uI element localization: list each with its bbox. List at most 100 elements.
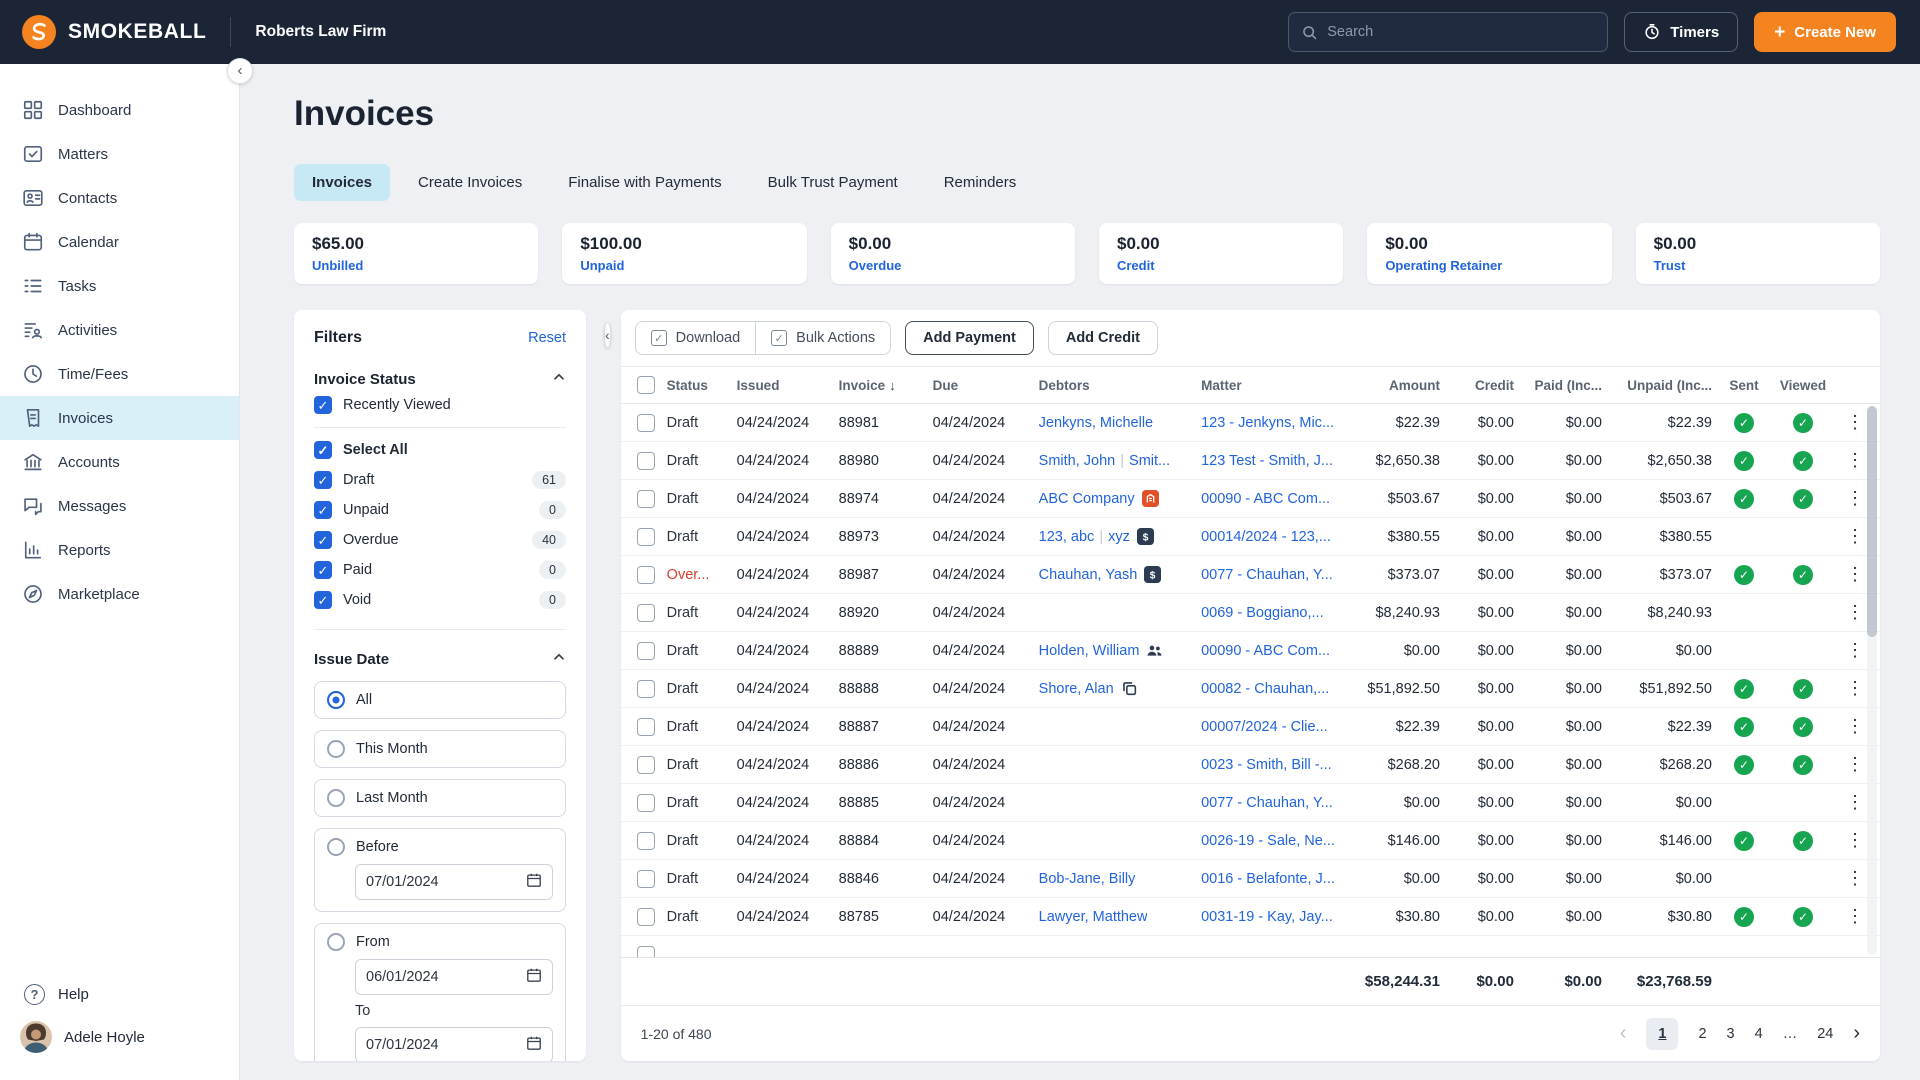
table-row[interactable]: Draft 04/24/2024 88974 04/24/2024 ABC Compan…: [620, 480, 1880, 518]
sidebar-item-dashboard[interactable]: Dashboard: [0, 88, 239, 132]
kebab-menu-icon[interactable]: ⋮: [1846, 564, 1864, 584]
column-header-sent[interactable]: Sent: [1720, 378, 1776, 393]
column-header-paid-inc[interactable]: Paid (Inc...: [1522, 378, 1610, 393]
filter-option-draft[interactable]: ✓ Draft 61: [314, 465, 566, 495]
debtor-link[interactable]: Shore, Alan: [1038, 680, 1114, 697]
row-checkbox[interactable]: [636, 717, 655, 736]
debtor-link[interactable]: Holden, William: [1038, 642, 1140, 659]
invoice-status-section-header[interactable]: Invoice Status: [314, 368, 566, 390]
table-row[interactable]: Draft 04/24/2024 88980 04/24/2024 Smith, Joh…: [620, 442, 1880, 480]
date-input[interactable]: 06/01/2024: [355, 959, 553, 995]
row-checkbox[interactable]: [636, 907, 655, 926]
next-page-icon[interactable]: ›: [1853, 1022, 1860, 1044]
select-all-checkbox[interactable]: [636, 376, 655, 394]
radio-icon[interactable]: [327, 838, 345, 856]
column-header-due[interactable]: Due: [933, 378, 1039, 393]
column-header-credit[interactable]: Credit: [1448, 378, 1522, 393]
kebab-menu-icon[interactable]: ⋮: [1846, 754, 1864, 774]
bulk-actions-button[interactable]: ✓ Bulk Actions: [755, 322, 891, 354]
row-checkbox[interactable]: [636, 413, 655, 432]
sidebar-item-calendar[interactable]: Calendar: [0, 220, 239, 264]
tab-finalise-with-payments[interactable]: Finalise with Payments: [568, 174, 722, 191]
table-row[interactable]: Draft 04/24/2024 88885 04/24/2024 0077 - Cha…: [620, 784, 1880, 822]
table-row[interactable]: Draft 04/24/2024 88889 04/24/2024 Holden, Wi…: [620, 632, 1880, 670]
debtor-link[interactable]: Smith, John: [1038, 452, 1116, 469]
filter-option-recently-viewed[interactable]: ✓ Recently Viewed: [314, 390, 566, 420]
timers-button[interactable]: Timers: [1624, 12, 1739, 52]
matter-link[interactable]: 0077 - Chauhan, Y...: [1201, 794, 1333, 811]
issue-date-option-before[interactable]: Before 07/01/2024: [314, 828, 566, 912]
filters-collapse-button[interactable]: ‹: [604, 322, 611, 348]
vertical-scrollbar[interactable]: [1867, 406, 1877, 955]
matter-link[interactable]: 00082 - Chauhan,...: [1201, 680, 1330, 697]
issue-date-option-head[interactable]: From: [327, 933, 553, 951]
date-input[interactable]: 07/01/2024: [355, 864, 553, 900]
matter-link[interactable]: 0023 - Smith, Bill -...: [1201, 756, 1332, 773]
sidebar-collapse-button[interactable]: ‹: [227, 58, 253, 84]
checkbox-checked-icon[interactable]: ✓: [314, 441, 332, 459]
debtor-link[interactable]: Bob-Jane, Billy: [1038, 870, 1136, 887]
sidebar-item-reports[interactable]: Reports: [0, 528, 239, 572]
sidebar-item-contacts[interactable]: Contacts: [0, 176, 239, 220]
issue-date-option-this-month[interactable]: This Month: [314, 730, 566, 768]
calendar-icon[interactable]: [526, 967, 542, 987]
filter-option-overdue[interactable]: ✓ Overdue 40: [314, 525, 566, 555]
table-row[interactable]: Draft 04/24/2024 88785 04/24/2024 Lawyer, Ma…: [620, 898, 1880, 936]
summary-label[interactable]: Unpaid: [580, 258, 625, 273]
page-3[interactable]: 3: [1726, 1025, 1735, 1042]
tab-reminders[interactable]: Reminders: [943, 174, 1017, 191]
search-input[interactable]: [1327, 24, 1596, 40]
tab-invoices[interactable]: Invoices: [294, 164, 391, 201]
smokeball-logo-icon[interactable]: [20, 13, 58, 51]
checkbox-checked-icon[interactable]: ✓: [314, 396, 332, 414]
row-checkbox[interactable]: [636, 603, 655, 622]
table-row[interactable]: Over... 04/24/2024 88987 04/24/2024 Chauhan,…: [620, 556, 1880, 594]
matter-link[interactable]: 123 - Jenkyns, Mic...: [1201, 414, 1335, 431]
kebab-menu-icon[interactable]: ⋮: [1846, 526, 1864, 546]
search-box[interactable]: [1288, 12, 1609, 52]
row-checkbox[interactable]: [636, 489, 655, 508]
kebab-menu-icon[interactable]: ⋮: [1846, 602, 1864, 622]
column-header-invoice[interactable]: Invoice ↓: [839, 378, 933, 393]
column-header-debtors[interactable]: Debtors: [1039, 378, 1201, 393]
row-checkbox[interactable]: [636, 793, 655, 812]
column-header-matter[interactable]: Matter: [1201, 378, 1344, 393]
add-credit-button[interactable]: Add Credit: [1047, 321, 1158, 355]
filter-option-void[interactable]: ✓ Void 0: [314, 585, 566, 615]
debtor-link[interactable]: 123, abc: [1038, 528, 1095, 545]
kebab-menu-icon[interactable]: ⋮: [1846, 412, 1864, 432]
radio-icon[interactable]: [327, 933, 345, 951]
matter-link[interactable]: 123 Test - Smith, J...: [1201, 452, 1333, 469]
sidebar-item-tasks[interactable]: Tasks: [0, 264, 239, 308]
table-row[interactable]: Draft 04/24/2024 88886 04/24/2024 0023 - Smi…: [620, 746, 1880, 784]
issue-date-section-header[interactable]: Issue Date: [314, 648, 566, 670]
download-button[interactable]: ✓ Download: [635, 322, 756, 354]
sidebar-item-invoices[interactable]: Invoices: [0, 396, 239, 440]
table-row[interactable]: Draft 04/24/2024 88846 04/24/2024 Bob-Jane, …: [620, 860, 1880, 898]
debtor-link[interactable]: Chauhan, Yash: [1038, 566, 1138, 583]
scrollbar-thumb[interactable]: [1867, 406, 1877, 637]
kebab-menu-icon[interactable]: ⋮: [1846, 716, 1864, 736]
calendar-icon[interactable]: [526, 1035, 542, 1055]
kebab-menu-icon[interactable]: ⋮: [1846, 792, 1864, 812]
column-header-issued[interactable]: Issued: [737, 378, 839, 393]
calendar-icon[interactable]: [526, 872, 542, 892]
checkbox-checked-icon[interactable]: ✓: [314, 471, 332, 489]
kebab-menu-icon[interactable]: ⋮: [1846, 640, 1864, 660]
kebab-menu-icon[interactable]: ⋮: [1846, 678, 1864, 698]
issue-date-option-head[interactable]: Before: [327, 838, 553, 856]
issue-date-option-head[interactable]: This Month: [327, 740, 553, 758]
row-checkbox[interactable]: [636, 945, 655, 957]
kebab-menu-icon[interactable]: ⋮: [1846, 868, 1864, 888]
page-2[interactable]: 2: [1698, 1025, 1707, 1042]
debtor-link[interactable]: Jenkyns, Michelle: [1038, 414, 1154, 431]
filter-option-unpaid[interactable]: ✓ Unpaid 0: [314, 495, 566, 525]
table-row[interactable]: Draft 04/24/2024 88884 04/24/2024 0026-19 - …: [620, 822, 1880, 860]
add-payment-button[interactable]: Add Payment: [905, 321, 1034, 355]
radio-icon[interactable]: [327, 740, 345, 758]
summary-label[interactable]: Overdue: [848, 258, 902, 273]
checkbox-checked-icon[interactable]: ✓: [314, 561, 332, 579]
matter-link[interactable]: 0016 - Belafonte, J...: [1201, 870, 1335, 887]
table-row[interactable]: Draft 04/24/2024 88888 04/24/2024 Shore, Ala…: [620, 670, 1880, 708]
page-4[interactable]: 4: [1754, 1025, 1763, 1042]
